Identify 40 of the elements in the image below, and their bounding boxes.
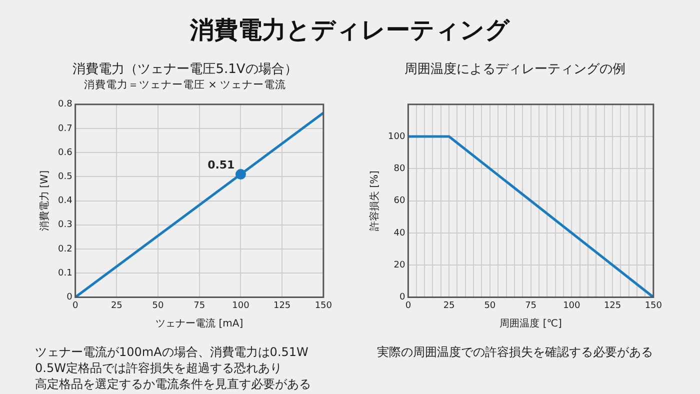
y-tick-label: 0.4	[58, 196, 73, 206]
x-axis-title: 周囲温度 [℃]	[500, 318, 562, 330]
x-tick-label: 125	[604, 300, 622, 311]
chart-title: 周囲温度によるディレーティングの例	[404, 61, 626, 78]
y-tick-label: 0.8	[58, 100, 73, 110]
x-tick-label: 25	[443, 300, 455, 311]
y-tick-label: 0.1	[58, 268, 72, 278]
y-tick-label: 0.7	[58, 124, 72, 134]
x-tick-label: 75	[194, 300, 206, 311]
y-tick-label: 100	[388, 132, 406, 142]
text: 実際の周囲温度での許容損失を確認する必要がある	[376, 344, 654, 360]
x-tick-label: 150	[644, 300, 662, 311]
text: 消費電力とディレーティング	[188, 15, 511, 46]
text: 高定格品を選定するか電流条件を見直す必要がある	[35, 376, 312, 392]
x-axis-title: ツェナー電流 [mA]	[156, 318, 244, 330]
x-tick-label: 75	[525, 300, 537, 311]
text: ツェナー電流が100mAの場合、消費電力は0.51W	[35, 344, 310, 360]
y-tick-label: 0	[66, 292, 73, 303]
y-tick-label: 0.5	[58, 172, 72, 182]
x-tick-label: 100	[232, 300, 250, 311]
x-tick-label: 125	[273, 300, 291, 311]
y-tick-label: 40	[394, 228, 406, 238]
x-tick-label: 50	[484, 300, 496, 311]
y-axis-title: 消費電力 [W]	[38, 170, 51, 232]
data-label: 0.51	[208, 158, 235, 172]
y-axis-title: 許容損失 [%]	[368, 170, 381, 232]
x-tick-label: 150	[314, 300, 332, 311]
y-tick-label: 0.2	[58, 244, 72, 254]
x-tick-label: 100	[563, 300, 581, 311]
y-tick-label: 60	[394, 196, 406, 206]
y-tick-label: 20	[394, 260, 406, 270]
y-tick-label: 0.6	[58, 148, 73, 158]
text: 0.5W定格品では許容損失を超過する恐れあり	[35, 360, 283, 376]
y-tick-label: 80	[394, 164, 406, 174]
chart-title: 消費電力（ツェナー電圧5.1Vの場合）	[72, 61, 298, 78]
chart-subtitle: 消費電力＝ツェナー電圧 × ツェナー電流	[82, 78, 288, 92]
x-tick-label: 50	[152, 300, 164, 311]
y-tick-label: 0	[399, 292, 406, 303]
x-tick-label: 25	[110, 300, 122, 311]
y-tick-label: 0.3	[58, 220, 72, 230]
